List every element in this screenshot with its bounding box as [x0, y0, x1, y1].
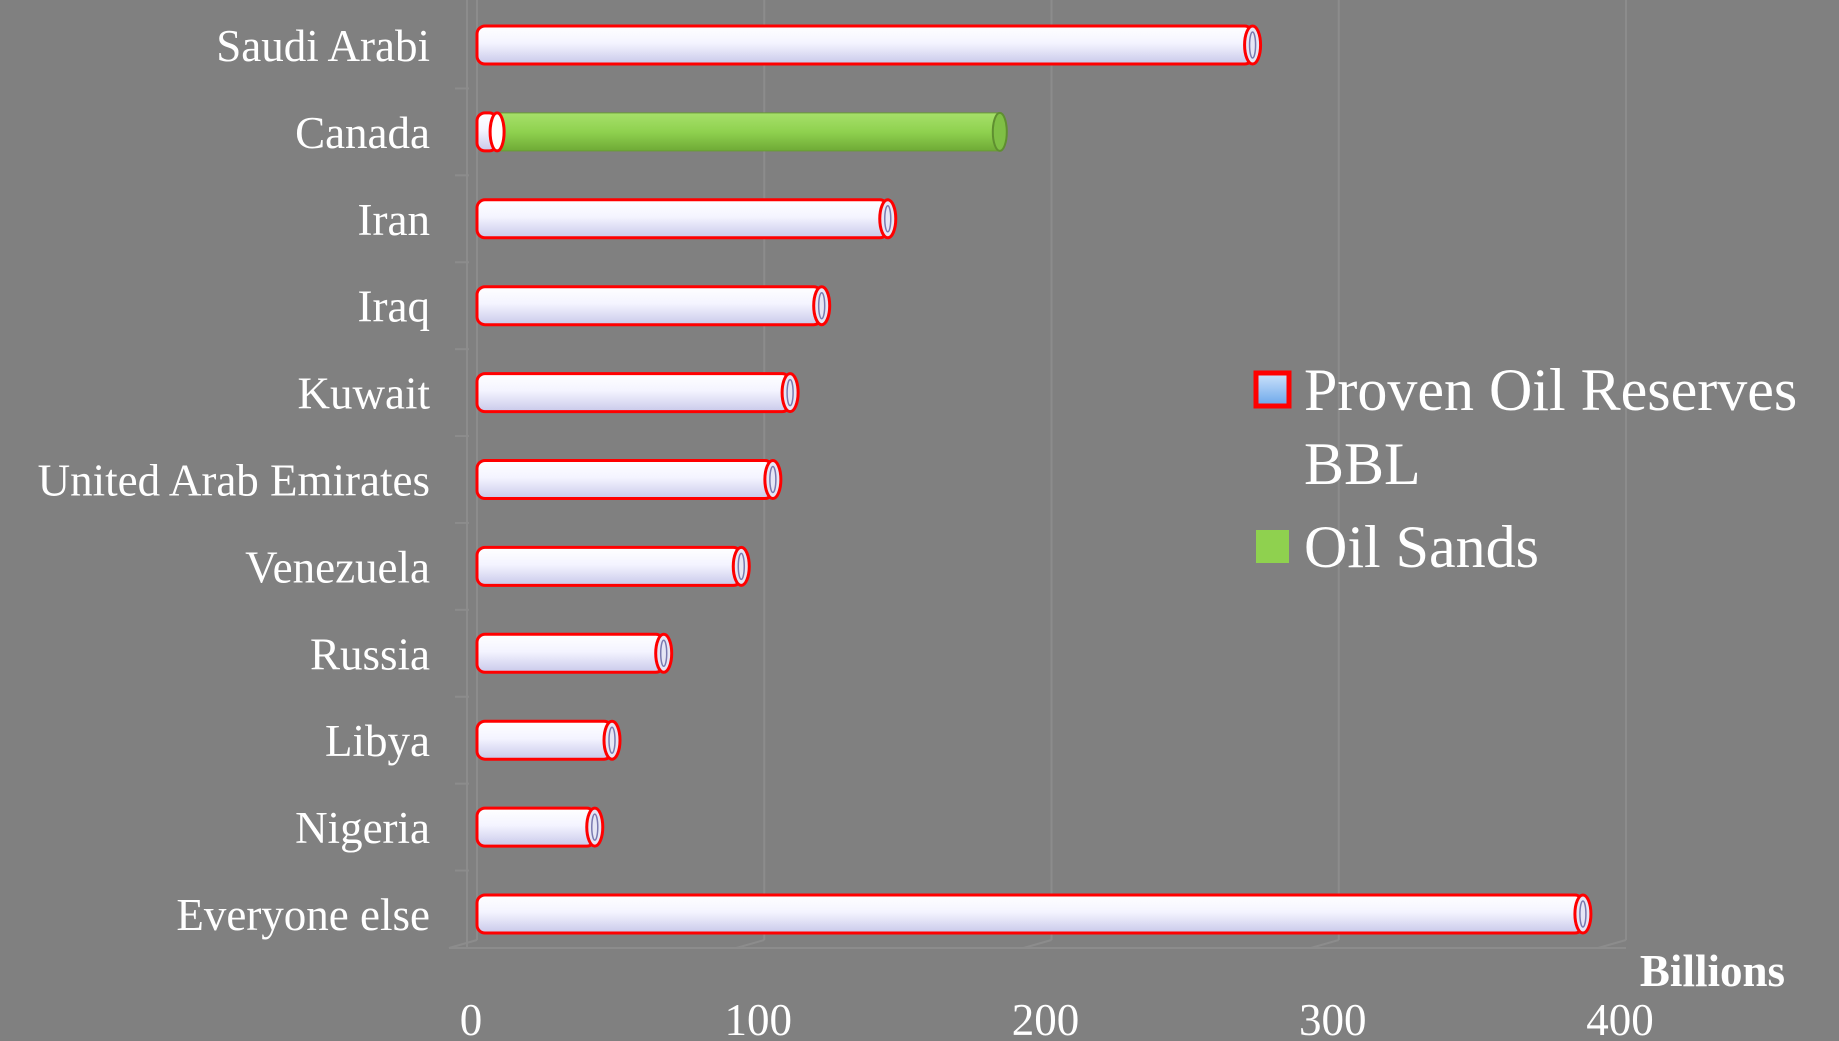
bar-proven-oil-reserves — [475, 372, 792, 414]
bar-proven-cap — [780, 372, 800, 414]
bar-proven-cap — [585, 806, 605, 848]
x-axis-title: Billions — [1640, 946, 1785, 996]
bar-group — [475, 198, 898, 240]
category-label: United Arab Emirates — [38, 456, 430, 506]
bar-proven-cap-highlight — [769, 465, 777, 494]
bar-group — [475, 545, 751, 587]
bar-proven-cap — [1573, 893, 1593, 935]
bar-proven-cap-highlight — [608, 726, 616, 754]
category-label: Saudi Arabi — [216, 21, 430, 71]
bar-proven-cap-highlight — [884, 205, 892, 233]
bar-proven-cap-highlight — [817, 291, 826, 320]
bar-group — [475, 24, 1263, 66]
bar-proven-oil-reserves — [475, 545, 743, 587]
bar-proven-oil-reserves — [475, 893, 1585, 935]
legend-label-oil-sands: Oil Sands — [1304, 514, 1539, 580]
category-label: Nigeria — [295, 803, 430, 853]
x-tick-label: 100 — [725, 995, 793, 1041]
x-tick-label: 300 — [1299, 995, 1367, 1041]
category-label: Everyone else — [176, 890, 430, 940]
legend-swatch-oil-sands — [1256, 530, 1289, 563]
legend: Proven Oil Reserves BBL Oil Sands — [1253, 357, 1797, 580]
bar-oil-sands-cap — [991, 111, 1008, 152]
bar-proven-cap — [488, 111, 506, 153]
bar-proven-cap — [878, 198, 898, 240]
bar-proven-cap — [812, 285, 832, 327]
category-label: Libya — [325, 716, 430, 766]
gridline-floor — [735, 939, 765, 949]
legend-label-proven-oil-reserves: BBL — [1304, 431, 1421, 497]
bar-group — [475, 285, 832, 327]
bar-group — [475, 111, 1008, 153]
category-label: Russia — [310, 629, 430, 679]
bar-proven-oil-reserves — [475, 806, 597, 848]
bar-proven-cap-highlight — [591, 813, 599, 841]
x-tick-label: 400 — [1586, 995, 1654, 1041]
bar-proven-cap-highlight — [659, 639, 668, 668]
x-tick-label: 200 — [1012, 995, 1080, 1041]
legend-label-proven-oil-reserves: Proven Oil Reserves — [1304, 357, 1797, 423]
x-tick-label: 0 — [460, 995, 483, 1041]
bar-proven-cap — [654, 632, 674, 674]
bar-proven-oil-reserves — [475, 198, 890, 240]
bar-group — [475, 632, 674, 674]
category-label: Iraq — [358, 282, 430, 332]
bar-group — [475, 893, 1593, 935]
bar-proven-oil-reserves — [475, 719, 614, 761]
gridline-floor — [1023, 939, 1052, 949]
bar-group — [475, 806, 605, 848]
gridline-floor — [1310, 939, 1340, 949]
category-label: Kuwait — [298, 369, 431, 419]
bar-proven-cap — [602, 719, 622, 761]
bar-proven-cap — [763, 459, 783, 500]
bar-proven-cap-highlight — [786, 378, 794, 407]
bar-proven-oil-reserves — [475, 459, 775, 500]
bar-proven-oil-reserves — [475, 285, 824, 327]
bar-proven-cap-highlight — [1579, 900, 1587, 928]
gridline-floor — [448, 939, 478, 949]
category-label: Iran — [358, 195, 430, 245]
bar-oil-sands — [496, 112, 1001, 152]
legend-swatch-proven-oil-reserves — [1253, 370, 1292, 409]
bar-group — [475, 459, 783, 500]
bar-proven-cap — [1243, 24, 1263, 66]
bar-proven-cap-highlight — [1248, 31, 1257, 59]
category-label: Canada — [295, 108, 430, 158]
bar-proven-cap-highlight — [737, 552, 746, 581]
bar-group — [475, 719, 622, 761]
bar-proven-oil-reserves — [475, 24, 1255, 66]
bar-proven-cap — [731, 545, 751, 587]
gridline-floor — [1597, 939, 1627, 949]
category-label: Venezuela — [245, 542, 430, 592]
bar-proven-oil-reserves — [475, 632, 666, 674]
bar-group — [475, 372, 800, 414]
